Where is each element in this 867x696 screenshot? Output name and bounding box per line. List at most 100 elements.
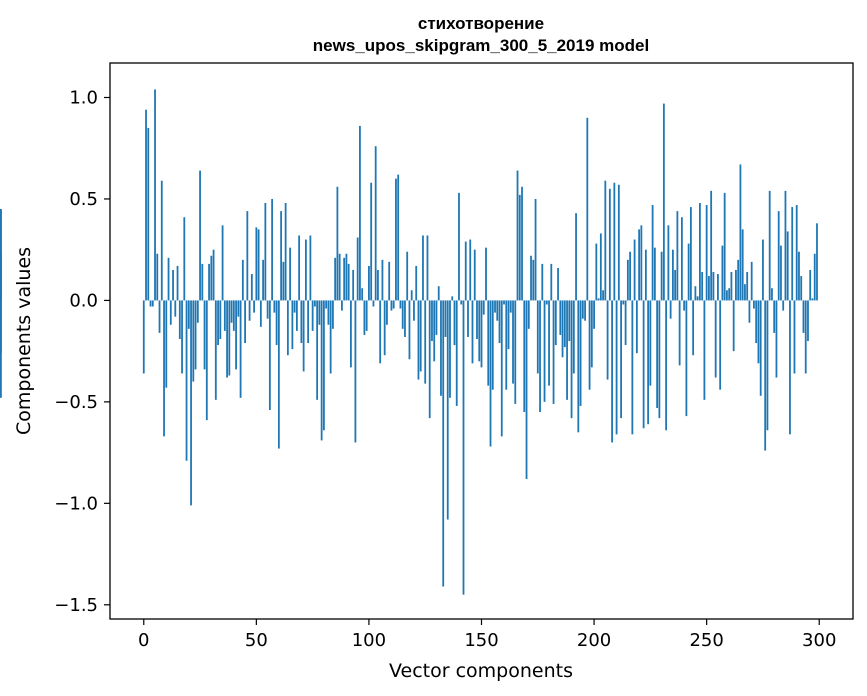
- bar: [599, 233, 602, 301]
- bar: [149, 300, 152, 307]
- bar: [442, 300, 445, 587]
- bar: [653, 247, 656, 301]
- y-tick-label: −0.5: [54, 392, 98, 413]
- bar: [187, 300, 190, 329]
- bar: [361, 288, 364, 301]
- bar: [160, 180, 163, 301]
- bar: [816, 223, 818, 301]
- bar: [482, 300, 485, 315]
- bar: [226, 300, 228, 378]
- bar: [683, 300, 686, 311]
- bar: [568, 300, 571, 341]
- bar: [771, 288, 773, 301]
- bar: [676, 211, 679, 301]
- bar: [631, 300, 634, 435]
- bar: [662, 103, 665, 301]
- bar: [762, 239, 764, 301]
- bar: [521, 186, 523, 301]
- bar: [622, 300, 625, 305]
- x-tick-label: 300: [802, 630, 836, 651]
- bar: [671, 249, 674, 301]
- bar: [534, 198, 537, 301]
- bar: [579, 300, 582, 406]
- bar: [471, 300, 474, 364]
- bar: [318, 300, 321, 325]
- bar: [800, 276, 803, 301]
- bar: [611, 300, 613, 443]
- bar: [478, 300, 481, 362]
- x-tick-label: 100: [352, 630, 386, 651]
- bar: [726, 290, 728, 301]
- bar: [584, 300, 586, 321]
- bar: [629, 251, 631, 301]
- bar: [548, 300, 550, 386]
- bar: [241, 259, 244, 301]
- bar: [417, 300, 420, 380]
- bar: [176, 265, 179, 301]
- bar: [455, 300, 458, 406]
- bar: [354, 300, 357, 443]
- bar: [775, 300, 778, 378]
- bar: [719, 300, 722, 390]
- bar: [514, 300, 517, 404]
- bar: [635, 300, 638, 354]
- bar: [795, 205, 798, 301]
- bar: [721, 245, 724, 301]
- bar: [291, 300, 294, 350]
- bar: [793, 300, 796, 374]
- bar: [525, 300, 528, 479]
- bar: [613, 182, 616, 301]
- bar: [212, 249, 215, 301]
- bar: [717, 274, 719, 301]
- bar: [196, 300, 199, 323]
- bar: [658, 300, 661, 419]
- bar: [559, 300, 562, 335]
- chart-subtitle: news_upos_skipgram_300_5_2019 model: [313, 36, 649, 55]
- bar: [419, 300, 422, 372]
- bar: [390, 300, 393, 311]
- bar: [359, 125, 361, 301]
- bar: [304, 239, 307, 301]
- bar: [147, 127, 150, 301]
- bar: [282, 261, 285, 301]
- bar: [158, 300, 161, 333]
- bar: [307, 300, 310, 344]
- bar: [744, 284, 746, 301]
- bar: [527, 300, 530, 329]
- bar: [271, 198, 274, 301]
- bar: [295, 300, 298, 331]
- bar: [620, 300, 622, 419]
- bar: [536, 300, 539, 374]
- bar: [802, 300, 805, 333]
- bar: [223, 300, 226, 331]
- bar: [692, 300, 695, 356]
- chart-title: стихотворение: [418, 14, 544, 33]
- y-axis-label: Components values: [13, 247, 35, 435]
- bar: [500, 300, 503, 437]
- bar: [530, 255, 532, 301]
- bar: [284, 203, 287, 301]
- bar: [264, 203, 267, 301]
- bar: [689, 207, 692, 301]
- bar: [667, 225, 670, 301]
- bar: [334, 257, 337, 301]
- bar: [174, 300, 177, 317]
- bar: [386, 300, 388, 325]
- bar: [782, 300, 785, 311]
- bar: [404, 300, 406, 337]
- bar: [268, 300, 271, 410]
- bar: [379, 300, 382, 364]
- bar: [329, 300, 332, 374]
- bar: [172, 269, 174, 301]
- bar: [680, 217, 683, 301]
- bar: [336, 186, 339, 301]
- bar: [325, 300, 328, 309]
- x-tick-label: 0: [138, 630, 149, 651]
- bar: [0, 300, 2, 354]
- x-tick-label: 50: [245, 630, 268, 651]
- bar: [575, 213, 577, 301]
- bar: [374, 146, 377, 301]
- bar: [309, 235, 312, 301]
- bar: [638, 229, 641, 301]
